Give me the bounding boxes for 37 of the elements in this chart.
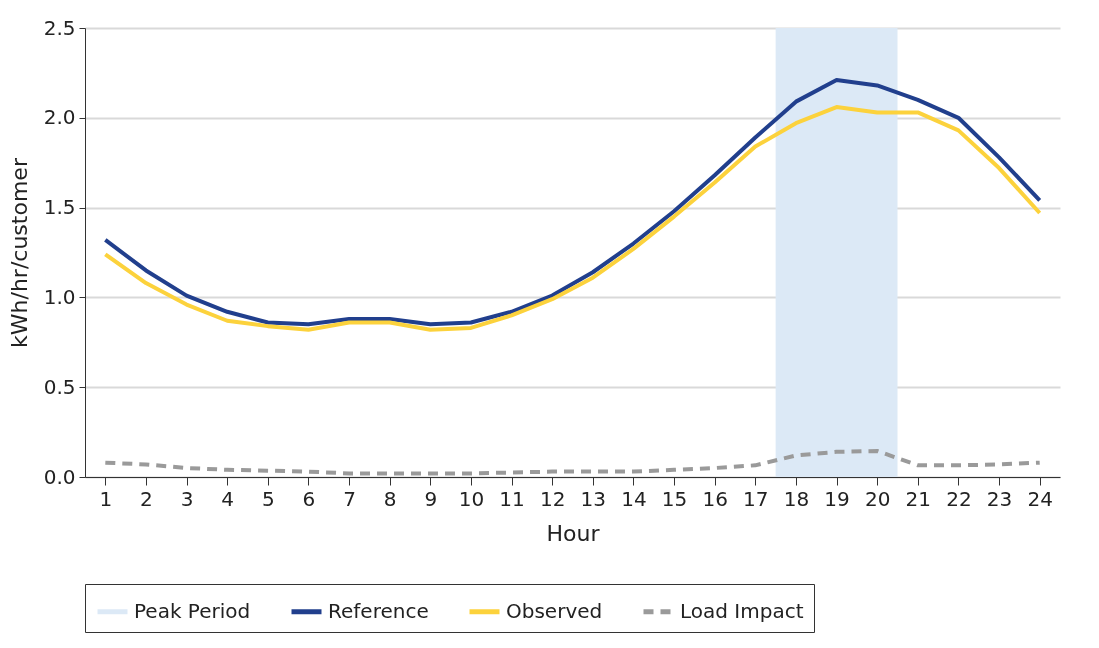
x-tick-label: 8 <box>383 486 397 511</box>
y-tick-label: 2.0 <box>43 105 76 130</box>
x-tick-label: 22 <box>946 486 972 511</box>
x-tick-label: 5 <box>261 486 275 511</box>
y-tick-label: 1.0 <box>43 284 76 309</box>
y-axis-title: kWh/hr/customer <box>6 157 32 348</box>
x-tick-label: 14 <box>621 486 647 511</box>
x-tick-label: 24 <box>1027 486 1053 511</box>
x-tick-label: 2 <box>140 486 153 511</box>
x-tick-label: 1 <box>99 486 113 511</box>
y-tick-label: 2.5 <box>43 15 76 40</box>
y-tick-label: 0.0 <box>43 464 76 489</box>
x-tick-label: 13 <box>580 486 607 511</box>
x-tick-label: 17 <box>743 486 769 511</box>
x-tick-label: 10 <box>458 486 485 511</box>
legend-label: Observed <box>506 598 603 623</box>
x-tick-label: 19 <box>824 486 850 511</box>
x-tick-label: 23 <box>986 486 1013 511</box>
x-tick-label: 20 <box>864 486 891 511</box>
x-tick-label: 6 <box>302 486 316 511</box>
x-tick-label: 3 <box>180 486 194 511</box>
x-tick-label: 9 <box>424 486 438 511</box>
y-tick-label: 1.5 <box>43 195 76 220</box>
x-tick-label: 21 <box>905 486 932 511</box>
x-tick-label: 15 <box>661 486 688 511</box>
x-tick-label: 7 <box>343 486 356 511</box>
x-tick-label: 4 <box>221 486 235 511</box>
legend-label: Reference <box>328 598 429 623</box>
x-tick-label: 12 <box>539 486 566 511</box>
line-series <box>103 448 1042 476</box>
x-tick-label: 11 <box>499 486 525 511</box>
legend-label: Load Impact <box>680 598 804 623</box>
legend-label: Peak Period <box>134 598 251 623</box>
x-tick-label: 18 <box>783 486 810 511</box>
y-tick-label: 0.5 <box>43 374 76 399</box>
x-axis-title: Hour <box>546 520 601 546</box>
x-tick-label: 16 <box>702 486 728 511</box>
